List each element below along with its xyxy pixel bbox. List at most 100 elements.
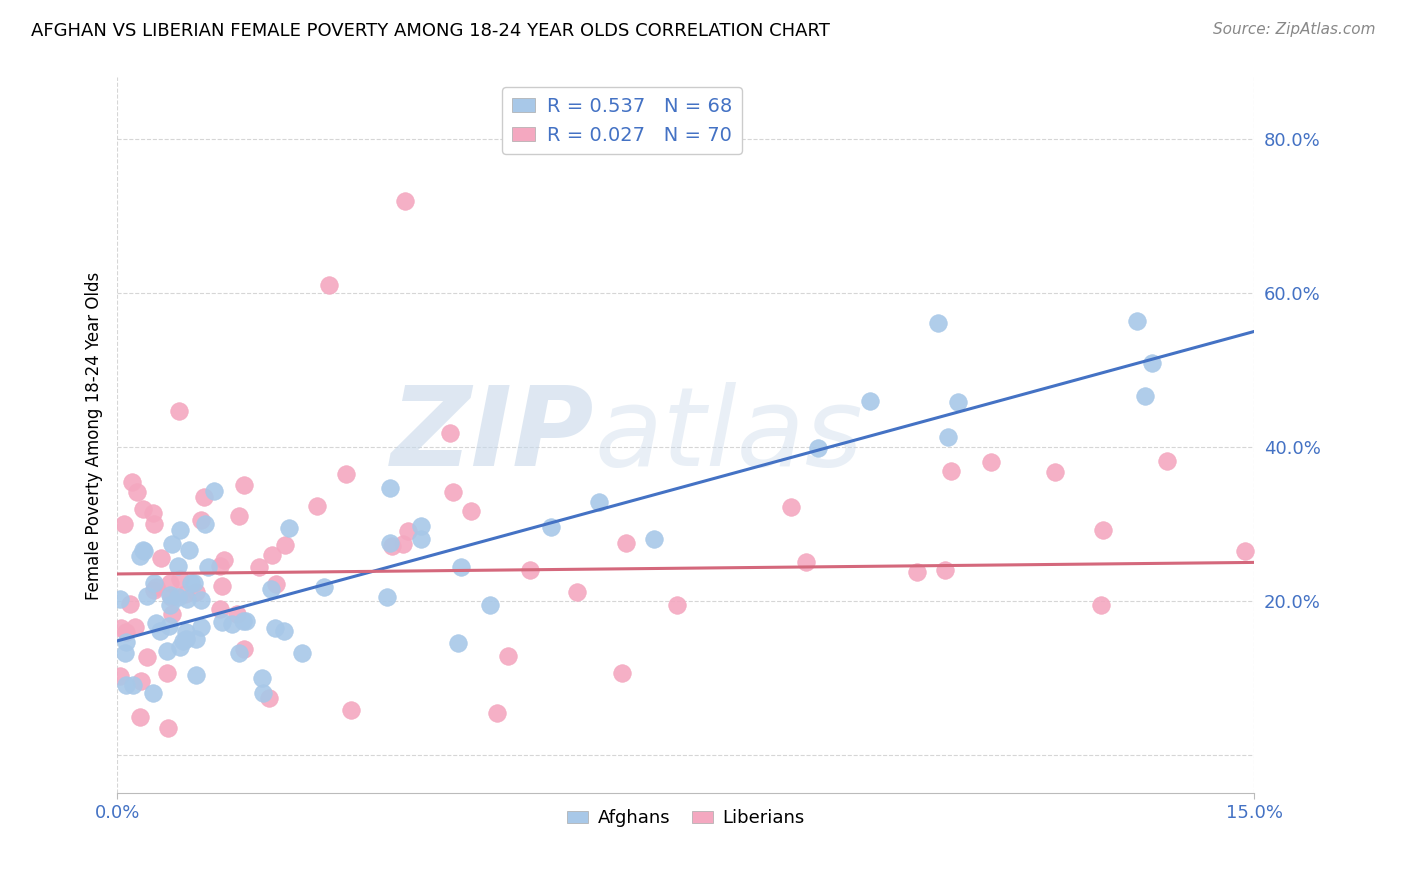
Point — [447, 636, 470, 650]
Point — [264, 622, 287, 636]
Point — [118, 597, 141, 611]
Point — [160, 607, 183, 621]
Point — [927, 316, 949, 330]
Point — [172, 634, 194, 648]
Point — [260, 582, 283, 597]
Point — [186, 632, 208, 646]
Point — [946, 394, 969, 409]
Point — [124, 620, 146, 634]
Point — [396, 524, 419, 538]
Point — [190, 513, 212, 527]
Point — [221, 616, 243, 631]
Point — [614, 536, 637, 550]
Point — [228, 509, 250, 524]
Point — [197, 559, 219, 574]
Point — [519, 563, 541, 577]
Point — [110, 621, 132, 635]
Point — [142, 507, 165, 521]
Point — [208, 602, 231, 616]
Point — [132, 542, 155, 557]
Point — [202, 484, 225, 499]
Point — [166, 590, 188, 604]
Point — [209, 559, 232, 574]
Point — [194, 516, 217, 531]
Point — [156, 666, 179, 681]
Point — [134, 544, 156, 558]
Point — [381, 539, 404, 553]
Point — [610, 665, 633, 680]
Point — [121, 475, 143, 490]
Point — [228, 646, 250, 660]
Point — [167, 559, 190, 574]
Point — [780, 500, 803, 514]
Point — [1043, 466, 1066, 480]
Point — [122, 678, 145, 692]
Point — [1156, 454, 1178, 468]
Point — [174, 625, 197, 640]
Point — [108, 592, 131, 607]
Point — [479, 598, 502, 612]
Point — [157, 619, 180, 633]
Point — [450, 560, 472, 574]
Point — [149, 551, 172, 566]
Point — [980, 455, 1002, 469]
Point — [807, 442, 830, 456]
Point — [233, 641, 256, 656]
Point — [411, 532, 433, 546]
Point — [177, 543, 200, 558]
Point — [132, 502, 155, 516]
Text: ZIP: ZIP — [391, 382, 595, 489]
Point — [160, 591, 183, 605]
Point — [190, 620, 212, 634]
Point — [159, 598, 181, 612]
Point — [114, 625, 136, 640]
Point — [186, 585, 208, 599]
Point — [278, 521, 301, 535]
Point — [340, 703, 363, 717]
Point — [375, 590, 398, 604]
Point — [252, 686, 274, 700]
Point — [232, 615, 254, 629]
Point — [115, 635, 138, 649]
Point — [858, 394, 880, 409]
Point — [129, 710, 152, 724]
Point — [160, 537, 183, 551]
Point — [274, 538, 297, 552]
Point — [169, 640, 191, 654]
Point — [176, 592, 198, 607]
Point — [1133, 389, 1156, 403]
Point — [233, 478, 256, 492]
Point — [169, 523, 191, 537]
Point — [588, 495, 610, 509]
Point — [1090, 599, 1112, 613]
Point — [441, 484, 464, 499]
Point — [108, 668, 131, 682]
Point — [460, 504, 482, 518]
Point — [174, 632, 197, 647]
Point — [394, 194, 416, 208]
Point — [212, 553, 235, 567]
Point — [1233, 544, 1256, 558]
Point — [145, 580, 167, 594]
Point — [257, 691, 280, 706]
Point — [174, 587, 197, 601]
Point — [143, 582, 166, 597]
Point — [250, 671, 273, 685]
Point — [307, 499, 329, 513]
Point — [169, 572, 191, 586]
Point — [142, 517, 165, 532]
Point — [264, 576, 287, 591]
Point — [193, 490, 215, 504]
Text: Source: ZipAtlas.com: Source: ZipAtlas.com — [1212, 22, 1375, 37]
Point — [114, 678, 136, 692]
Point — [184, 667, 207, 681]
Point — [335, 467, 357, 481]
Point — [211, 579, 233, 593]
Y-axis label: Female Poverty Among 18-24 Year Olds: Female Poverty Among 18-24 Year Olds — [86, 271, 103, 599]
Point — [136, 650, 159, 665]
Point — [149, 624, 172, 638]
Point — [159, 575, 181, 590]
Point — [1091, 523, 1114, 537]
Point — [391, 537, 413, 551]
Point — [1125, 314, 1147, 328]
